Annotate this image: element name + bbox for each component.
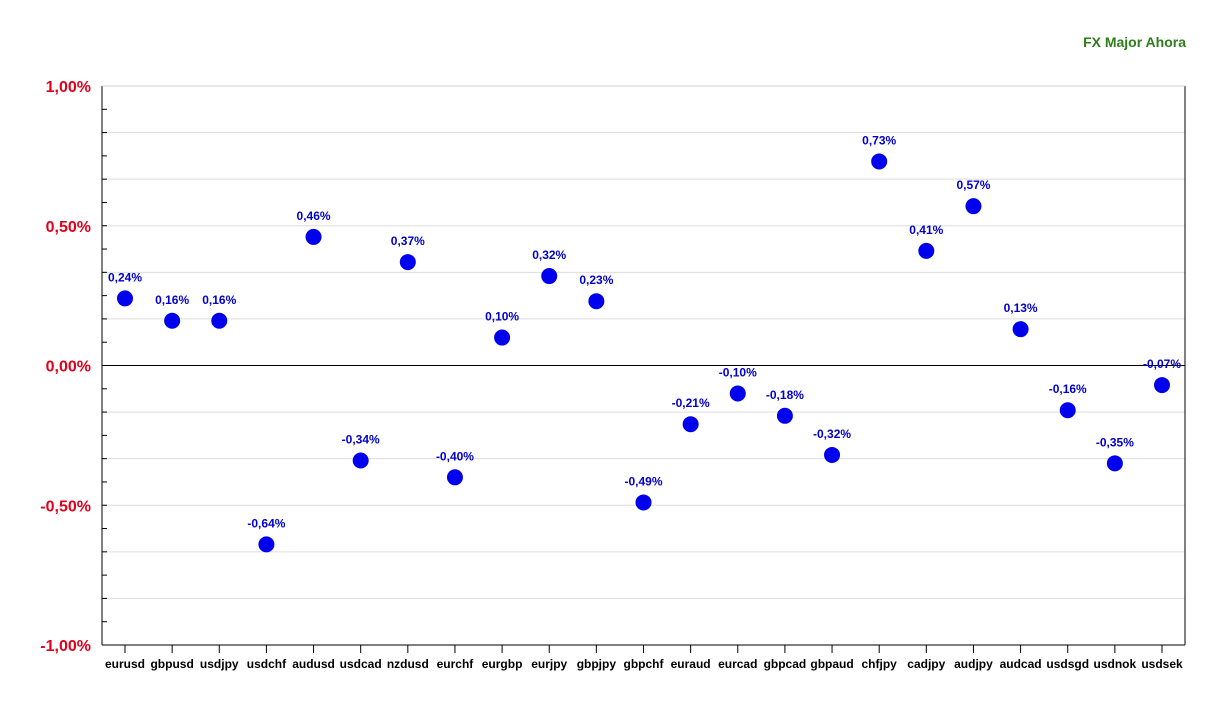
data-point	[352, 452, 369, 469]
x-tick-label: usdjpy	[200, 657, 239, 671]
x-tick-label: eurjpy	[531, 657, 567, 671]
x-tick-label: eurgbp	[482, 657, 523, 671]
data-point	[1154, 377, 1170, 394]
data-label: 0,24%	[108, 270, 142, 284]
y-tick-label: -1,00%	[40, 638, 91, 655]
data-label: 0,10%	[485, 310, 519, 324]
data-label: -0,34%	[342, 433, 380, 447]
x-tick-label: eurchf	[437, 657, 475, 671]
data-label: -0,16%	[1049, 382, 1087, 396]
data-label: -0,21%	[672, 396, 710, 410]
data-point	[635, 494, 652, 511]
data-point	[1059, 402, 1076, 419]
x-tick-label: usdchf	[247, 657, 287, 671]
data-label: -0,07%	[1143, 357, 1181, 371]
data-label: 0,41%	[909, 223, 943, 237]
data-point	[446, 469, 463, 486]
x-tick-label: eurusd	[105, 657, 145, 671]
x-tick-label: nzdusd	[387, 657, 429, 671]
data-label: 0,13%	[1004, 301, 1038, 315]
y-tick-label: 0,50%	[46, 219, 91, 236]
data-label: 0,16%	[202, 293, 236, 307]
y-tick-label: -0,50%	[40, 498, 91, 515]
data-labels: 0,24% 0,16% 0,16% -0,64% 0,46% -0,34% 0,37% -0,…	[108, 133, 1181, 530]
data-label: -0,40%	[436, 449, 474, 463]
x-tick-label: eurcad	[718, 657, 757, 671]
data-point	[305, 228, 322, 245]
data-label: 0,46%	[297, 209, 331, 223]
data-label: 0,32%	[532, 248, 566, 262]
x-tick-label: audjpy	[954, 657, 993, 671]
data-point	[824, 446, 841, 463]
data-point	[258, 536, 275, 553]
data-label: 0,57%	[956, 178, 990, 192]
x-tick-label: usdnok	[1094, 657, 1137, 671]
data-point	[164, 312, 181, 329]
x-tick-label: usdsgd	[1046, 657, 1089, 671]
data-point	[1012, 321, 1029, 338]
data-point	[211, 312, 228, 329]
chart-title: FX Major Ahora	[1083, 34, 1186, 50]
x-tick-label: gbpcad	[764, 657, 807, 671]
x-tick-label: audusd	[292, 657, 335, 671]
data-point	[1106, 455, 1123, 472]
x-tick-label: euraud	[671, 657, 711, 671]
data-points	[117, 153, 1170, 553]
x-axis-tick-labels: eurusd gbpusd usdjpy usdchf audusd usdcad nzdu…	[105, 657, 1183, 671]
x-tick-label: gbpaud	[810, 657, 853, 671]
data-label: -0,18%	[766, 388, 804, 402]
data-label: -0,32%	[813, 427, 851, 441]
x-tick-label: gbpchf	[624, 657, 665, 671]
x-tick-label: gbpusd	[150, 657, 193, 671]
data-point	[399, 254, 416, 271]
data-label: 0,37%	[391, 234, 425, 248]
data-point	[682, 416, 699, 433]
data-label: -0,49%	[624, 474, 662, 488]
y-tick-label: 1,00%	[46, 79, 91, 96]
axes	[101, 85, 1186, 653]
data-point	[918, 242, 935, 259]
data-point	[729, 385, 746, 402]
data-label: 0,16%	[155, 293, 189, 307]
data-point	[776, 407, 793, 424]
x-tick-label: gbpjpy	[577, 657, 617, 671]
data-label: -0,10%	[719, 365, 757, 379]
data-point	[588, 293, 605, 310]
data-label: -0,35%	[1096, 435, 1134, 449]
x-tick-label: audcad	[1000, 657, 1042, 671]
y-axis-tick-labels: 1,00% 0,50% 0,00% -0,50% -1,00%	[40, 79, 91, 655]
data-point	[541, 268, 558, 285]
x-tick-label: usdcad	[340, 657, 382, 671]
x-tick-label: chfjpy	[862, 657, 898, 671]
data-point	[871, 153, 888, 170]
x-tick-label: usdsek	[1141, 657, 1183, 671]
data-point	[494, 329, 511, 346]
data-label: 0,73%	[862, 133, 896, 147]
data-label: 0,23%	[579, 273, 613, 287]
data-label: -0,64%	[247, 516, 285, 530]
data-point	[117, 290, 133, 307]
data-point	[965, 198, 982, 215]
x-tick-label: cadjpy	[907, 657, 945, 671]
y-tick-label: 0,00%	[46, 359, 91, 376]
